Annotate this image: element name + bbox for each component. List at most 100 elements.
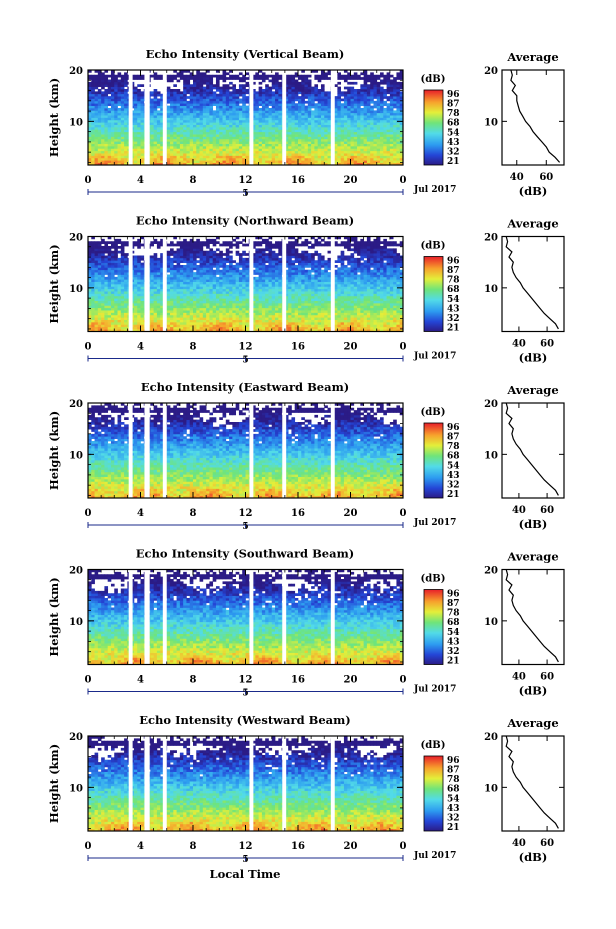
- colorbar-tick-label: 54: [447, 128, 460, 138]
- heatmap-cell: [104, 241, 108, 244]
- heatmap-cell: [193, 127, 197, 130]
- heatmap-cell: [98, 75, 102, 78]
- heatmap-cell: [170, 294, 174, 297]
- heatmap-cell: [173, 125, 177, 128]
- heatmap-cell: [278, 141, 282, 144]
- heatmap-cell: [216, 153, 220, 156]
- heatmap-cell: [351, 113, 355, 116]
- heatmap-cell: [308, 156, 312, 159]
- heatmap-cell: [108, 122, 112, 125]
- heatmap-cell: [186, 91, 190, 94]
- heatmap-cell: [114, 106, 118, 109]
- heatmap-cell: [291, 108, 295, 111]
- heatmap-cell: [186, 137, 190, 140]
- heatmap-cell: [114, 89, 118, 92]
- heatmap-cell: [104, 251, 108, 254]
- heatmap-cell: [387, 129, 391, 132]
- heatmap-cell: [91, 298, 95, 301]
- heatmap-cell: [219, 141, 223, 144]
- heatmap-cell: [104, 286, 108, 289]
- heatmap-cell: [111, 125, 115, 128]
- heatmap-cell: [111, 122, 115, 125]
- heatmap-cell: [364, 127, 368, 130]
- heatmap-cell: [377, 153, 381, 156]
- heatmap-cell: [167, 110, 171, 113]
- heatmap-cell: [298, 96, 302, 99]
- heatmap-cell: [213, 146, 217, 149]
- heatmap-cell: [193, 84, 197, 87]
- heatmap-cell: [387, 125, 391, 128]
- heatmap-cell: [193, 151, 197, 154]
- heatmap-cell: [324, 151, 328, 154]
- heatmap-cell: [337, 75, 341, 78]
- heatmap-cell: [180, 260, 184, 263]
- heatmap-cell: [314, 127, 318, 130]
- heatmap-cell: [393, 125, 397, 128]
- heatmap-cell: [114, 322, 118, 325]
- heatmap-cell: [216, 115, 220, 118]
- heatmap-cell: [229, 127, 233, 130]
- heatmap-cell: [190, 275, 194, 278]
- heatmap-cell: [203, 137, 207, 140]
- heatmap-cell: [95, 284, 99, 287]
- heatmap-cell: [186, 115, 190, 118]
- heatmap-cell: [104, 289, 108, 292]
- heatmap-cell: [324, 146, 328, 149]
- heatmap-cell: [380, 122, 384, 125]
- heatmap-cell: [104, 103, 108, 106]
- heatmap-cell: [154, 253, 158, 256]
- heatmap-cell: [278, 84, 282, 87]
- heatmap-cell: [170, 279, 174, 282]
- heatmap-cell: [357, 158, 361, 161]
- heatmap-cell: [318, 132, 322, 135]
- heatmap-cell: [173, 156, 177, 159]
- heatmap-cell: [216, 127, 220, 130]
- heatmap-cell: [246, 72, 250, 75]
- heatmap-cell: [186, 82, 190, 85]
- heatmap-cell: [141, 327, 145, 330]
- heatmap-cell: [383, 82, 387, 85]
- heatmap-cell: [121, 134, 125, 137]
- heatmap-cell: [380, 134, 384, 137]
- heatmap-cell: [341, 75, 345, 78]
- heatmap-cell: [111, 282, 115, 285]
- heatmap-cell: [118, 265, 122, 268]
- heatmap-cell: [183, 153, 187, 156]
- heatmap-cell: [170, 118, 174, 121]
- heatmap-cell: [209, 284, 213, 287]
- heatmap-cell: [134, 89, 138, 92]
- heatmap-cell: [186, 125, 190, 128]
- heatmap-cell: [390, 158, 394, 161]
- heatmap-cell: [364, 118, 368, 121]
- heatmap-cell: [259, 118, 263, 121]
- heatmap-cell: [154, 294, 158, 297]
- heatmap-cell: [108, 310, 112, 313]
- heatmap-cell: [118, 294, 122, 297]
- heatmap-cell: [206, 275, 210, 278]
- heatmap-cell: [167, 294, 171, 297]
- heatmap-cell: [137, 151, 141, 154]
- heatmap-cell: [275, 122, 279, 125]
- heatmap-cell: [134, 265, 138, 268]
- heatmap-cell: [206, 313, 210, 316]
- heatmap-cell: [298, 75, 302, 78]
- heatmap-cell: [121, 246, 125, 249]
- heatmap-cell: [111, 315, 115, 318]
- heatmap-cell: [298, 106, 302, 109]
- heatmap-cell: [137, 277, 141, 280]
- heatmap-cell: [383, 160, 387, 163]
- heatmap-cell: [180, 310, 184, 313]
- heatmap-cell: [114, 320, 118, 323]
- heatmap-cell: [177, 263, 181, 266]
- heatmap-cell: [183, 137, 187, 140]
- heatmap-cell: [180, 313, 184, 316]
- heatmap-cell: [104, 146, 108, 149]
- heatmap-cell: [114, 148, 118, 151]
- heatmap-cell: [305, 139, 309, 142]
- heatmap-cell: [341, 108, 345, 111]
- heatmap-cell: [91, 91, 95, 94]
- heatmap-cell: [206, 267, 210, 270]
- heatmap-cell: [134, 322, 138, 325]
- heatmap-cell: [150, 139, 154, 142]
- heatmap-cell: [291, 139, 295, 142]
